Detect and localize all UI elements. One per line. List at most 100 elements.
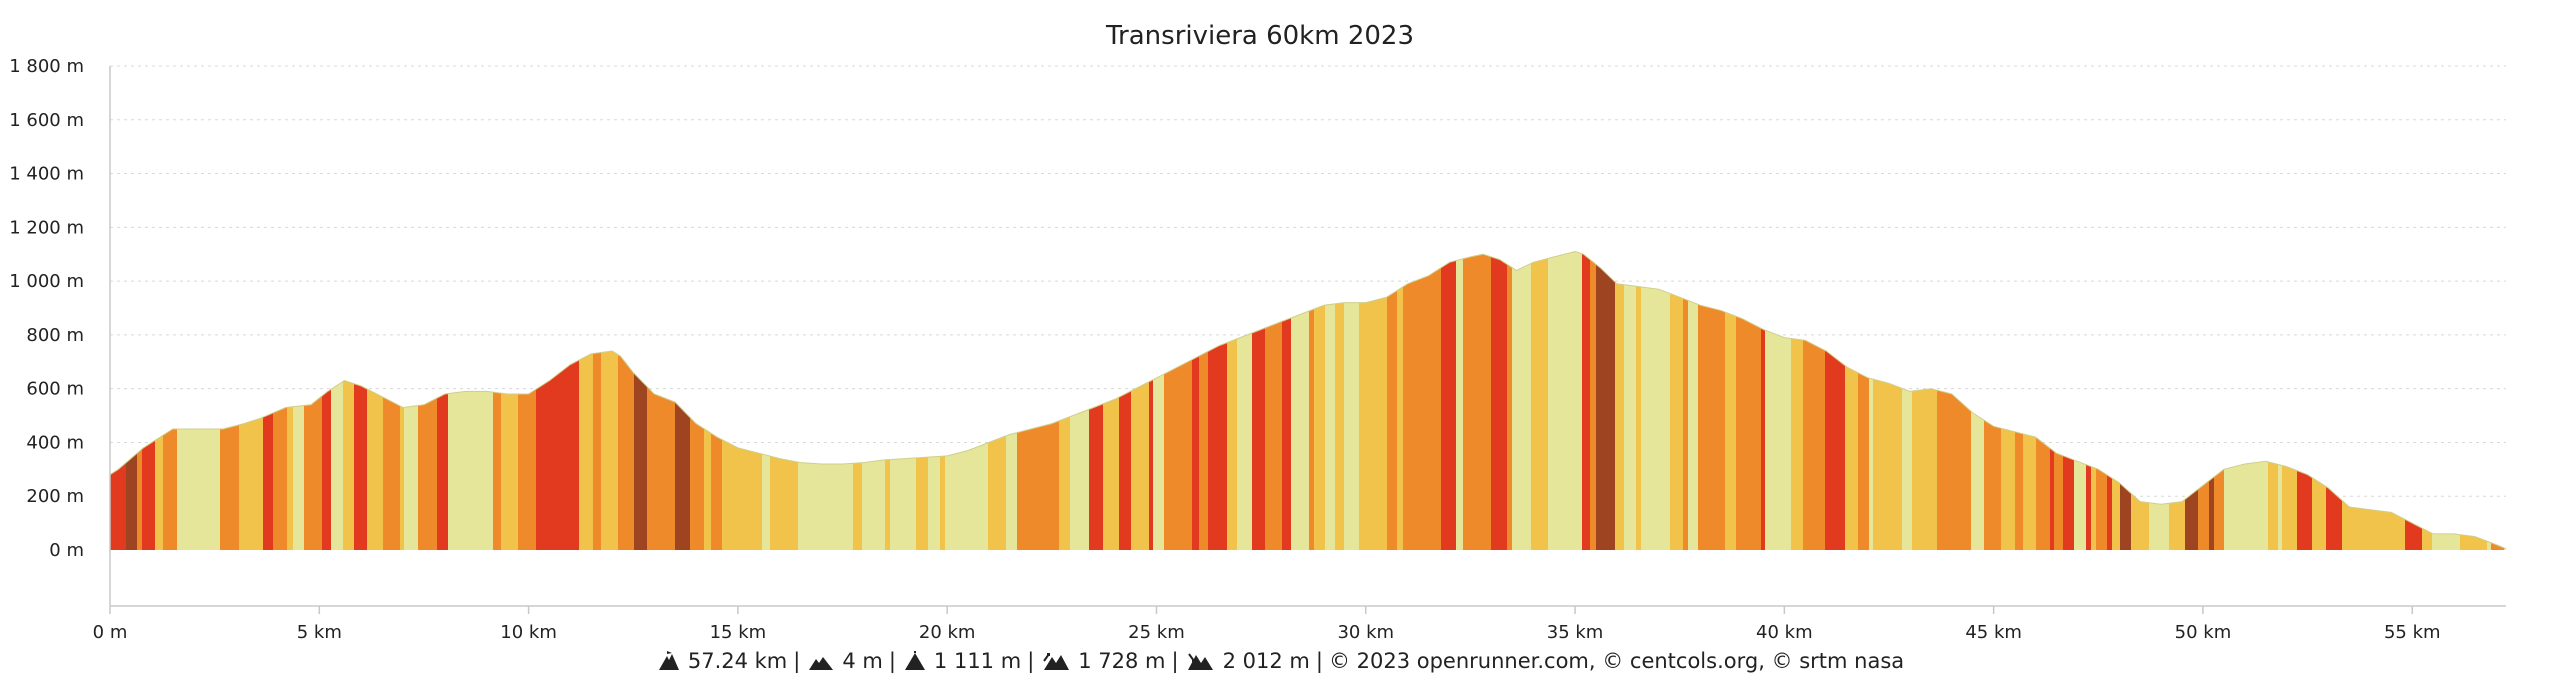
slope-stripe [244, 251, 264, 550]
slope-stripe [572, 251, 580, 550]
x-tick-label: 50 km [2175, 622, 2232, 640]
slope-stripe [404, 251, 419, 550]
slope-stripe [2091, 251, 2097, 550]
slope-stripe [2120, 251, 2132, 550]
slope-stripe [862, 251, 878, 550]
slope-stripe [905, 251, 917, 550]
y-tick-label: 1 800 m [9, 56, 84, 77]
slope-stripe [734, 251, 752, 550]
slope-stripe [1387, 251, 1398, 550]
slope-stripe [601, 251, 606, 550]
x-tick-label: 40 km [1756, 622, 1813, 640]
slope-stripe [2387, 251, 2406, 550]
y-tick-label: 800 m [26, 325, 84, 346]
slope-stripe [2074, 251, 2087, 550]
slope-stripe [316, 251, 323, 550]
slope-stripe [1178, 251, 1193, 550]
slope-stripe [1548, 251, 1567, 550]
stat-descent: 2 012 m [1185, 649, 1310, 673]
slope-stripe [239, 251, 245, 550]
slope-stripe [1463, 251, 1482, 550]
slope-stripe [1377, 251, 1388, 550]
slope-stripe [1624, 251, 1637, 550]
y-tick-label: 0 m [49, 540, 84, 561]
slope-stripe [798, 251, 805, 550]
slope-stripe [2086, 251, 2092, 550]
distance-icon [658, 651, 679, 670]
elevation-outline [109, 250, 2507, 550]
slope-stripe [2342, 251, 2362, 550]
slope-stripe [890, 251, 896, 550]
slope-stripe [1244, 251, 1253, 550]
slope-stripe [827, 251, 839, 550]
slope-stripe [2054, 251, 2060, 550]
slope-stripe [2460, 251, 2466, 550]
stat-ascent-value: 1 728 m [1078, 649, 1166, 673]
slope-stripe [1971, 251, 1985, 550]
slope-stripe [1291, 251, 1310, 550]
slope-stripe [1714, 251, 1726, 550]
separator: | [1171, 649, 1179, 673]
slope-stripe [2278, 251, 2283, 550]
stat-max-altitude-value: 1 111 m [933, 649, 1022, 673]
x-axis-ticks: 0 m 5 km 10 km 15 km 20 km 25 km 30 km 35 km 40 … [93, 606, 2441, 640]
slope-stripe [838, 251, 843, 550]
slope-stripe [877, 251, 886, 550]
stat-ascent: 1 728 m [1040, 649, 1166, 673]
slope-stripe [959, 251, 978, 550]
slope-stripe [2297, 251, 2302, 550]
slope-stripe [782, 251, 799, 550]
slope-stripe [1641, 251, 1659, 550]
slope-stripe [1314, 251, 1326, 550]
slope-stripe [478, 251, 494, 550]
slope-stripe [2214, 251, 2225, 550]
slope-stripe [1507, 251, 1513, 550]
slope-stripe [336, 251, 344, 550]
slope-stripe [634, 251, 648, 550]
slope-stripe [1858, 251, 1870, 550]
slope-stripe [1432, 251, 1442, 550]
slope-stripe [1491, 251, 1508, 550]
slope-stripe [2326, 251, 2343, 550]
slope-stripe [885, 251, 891, 550]
slope-stripe [214, 251, 221, 550]
min-altitude-icon [809, 657, 834, 670]
slope-stripe [1033, 251, 1046, 550]
slope-stripe [2102, 251, 2108, 550]
x-tick-label: 5 km [297, 622, 342, 640]
stat-max-altitude: 1 111 m [902, 649, 1021, 673]
slope-stripe [1670, 251, 1684, 550]
slope-stripe [751, 251, 763, 550]
slope-stripe [2432, 251, 2439, 550]
slope-stripe [1309, 251, 1315, 550]
slope-stripe [1518, 251, 1532, 550]
slope-stripe [110, 251, 122, 550]
slope-stripe [2023, 251, 2037, 550]
slope-stripe [1017, 251, 1034, 550]
slope-stripe [1456, 251, 1464, 550]
slope-stripe [1884, 251, 1898, 550]
slope-stripe [1736, 251, 1755, 550]
slope-stripe [1070, 251, 1090, 550]
x-tick-label: 45 km [1965, 622, 2022, 640]
slope-stripe [287, 251, 294, 550]
slope-stripe [842, 251, 854, 550]
chart-canvas: Transriviera 60km 2023 0 m 200 m 400 m 600 … [9, 21, 2507, 640]
x-tick-label: 35 km [1547, 622, 1604, 640]
slope-stripe [1596, 251, 1616, 550]
slope-stripe [273, 251, 288, 550]
slope-stripe [623, 251, 635, 550]
slope-stripe [1688, 251, 1699, 550]
slope-stripe [493, 251, 502, 550]
slope-stripe [1164, 251, 1179, 550]
slope-stripe [1873, 251, 1885, 550]
slope-stripe [1531, 251, 1540, 550]
y-tick-label: 1 600 m [9, 110, 84, 131]
stat-min-altitude-value: 4 m [842, 649, 883, 673]
slope-stripe [916, 251, 929, 550]
slope-stripe [605, 251, 619, 550]
y-tick-label: 600 m [26, 379, 84, 400]
slope-stripe [2247, 251, 2253, 550]
slope-stripe [1984, 251, 1989, 550]
slope-stripe [1089, 251, 1104, 550]
